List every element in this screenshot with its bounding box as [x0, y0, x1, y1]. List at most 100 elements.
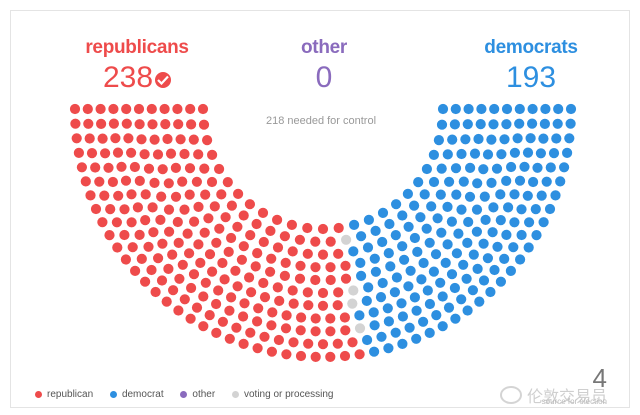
seat-republican — [199, 163, 210, 174]
seat-republican — [302, 222, 313, 234]
seat-democrat — [487, 227, 498, 238]
seat-democrat — [474, 296, 485, 307]
seat-democrat — [495, 276, 506, 287]
seat-republican — [207, 149, 218, 160]
seat-republican — [136, 253, 147, 264]
seat-democrat — [403, 281, 414, 292]
seat-republican — [186, 282, 197, 294]
seat-democrat — [482, 253, 493, 264]
seat-democrat — [433, 135, 444, 146]
seat-democrat — [527, 118, 538, 129]
seat-democrat — [523, 242, 534, 253]
seat-democrat — [532, 162, 543, 173]
seat-republican — [130, 265, 141, 276]
legend-item-republican: republican — [35, 389, 93, 400]
seat-democrat — [548, 148, 560, 159]
seat-republican — [303, 338, 314, 349]
republican-dot-icon — [35, 391, 42, 398]
legend-label-democrat: democrat — [121, 389, 164, 400]
seat-republican — [185, 313, 196, 324]
seat-democrat — [409, 292, 420, 303]
democrat-dot-icon — [109, 391, 117, 398]
seat-democrat — [405, 265, 416, 276]
seat-democrat — [412, 246, 423, 257]
seat-republican — [82, 103, 93, 115]
republicans-count-row: 238 — [67, 61, 207, 95]
other-count: 0 — [315, 61, 333, 94]
seat-democrat — [538, 217, 549, 228]
seat-democrat — [356, 231, 367, 242]
seat-republican — [143, 163, 155, 174]
majority-note: 218 needed for control — [265, 115, 377, 127]
seat-republican — [347, 337, 358, 348]
seat-republican — [295, 350, 307, 362]
seat-republican — [217, 257, 228, 269]
seat-republican — [339, 312, 350, 323]
seat-democrat — [495, 215, 506, 226]
seat-republican — [239, 298, 250, 309]
seat-democrat — [462, 305, 473, 316]
seat-republican — [71, 133, 82, 144]
seat-republican — [149, 134, 160, 145]
seat-republican — [244, 272, 255, 283]
watermark-text: 伦敦交易员 — [526, 389, 607, 406]
seat-democrat — [418, 316, 429, 327]
seat-republican — [250, 261, 261, 272]
seat-democrat — [384, 218, 395, 230]
seat-republican — [189, 216, 200, 227]
seat-republican — [197, 103, 209, 115]
seat-democrat — [516, 229, 527, 241]
seat-democrat — [505, 265, 516, 276]
seat-republican — [70, 118, 81, 129]
legend-item-other: other — [180, 389, 215, 400]
seat-republican — [111, 217, 122, 228]
seat-republican — [188, 134, 199, 145]
seat-republican — [105, 204, 116, 215]
legend-item-democrat: democrat — [109, 389, 164, 400]
seat-democrat — [440, 257, 451, 268]
seat-republican — [223, 246, 234, 257]
seat-democrat — [390, 327, 401, 338]
seat-democrat — [411, 333, 422, 344]
seat-republican — [107, 176, 118, 188]
democrats-count: 193 — [505, 61, 557, 94]
seat-republican — [191, 302, 203, 313]
seat-democrat — [464, 191, 476, 202]
seat-republican — [217, 316, 228, 327]
other-summary: other 0 — [279, 37, 369, 95]
seat-democrat — [519, 161, 530, 172]
seat-republican — [159, 103, 170, 115]
seat-republican — [287, 246, 298, 257]
seat-republican — [170, 162, 181, 173]
legend-label-other: other — [192, 389, 216, 400]
seat-republican — [191, 176, 202, 187]
seat-republican — [279, 231, 290, 242]
seat-republican — [140, 276, 151, 287]
seat-republican — [113, 190, 124, 201]
seat-republican — [167, 249, 178, 260]
seat-republican — [127, 242, 138, 253]
seat-republican — [134, 229, 145, 240]
seat-republican — [173, 119, 184, 130]
seat-republican — [156, 191, 167, 202]
seat-republican — [80, 176, 91, 187]
seat-democrat — [522, 147, 534, 158]
seat-republican — [226, 292, 237, 303]
seat-democrat — [458, 259, 469, 270]
seat-republican — [164, 226, 175, 237]
seat-democrat — [446, 269, 458, 280]
seat-republican — [179, 294, 190, 305]
seat-republican — [206, 176, 218, 188]
seat-republican — [157, 164, 168, 175]
seat-republican — [303, 300, 314, 311]
seat-republican — [134, 175, 145, 186]
seat-republican — [340, 260, 351, 271]
seat-republican — [146, 103, 157, 115]
seat-republican — [226, 200, 237, 211]
seat-democrat — [437, 321, 448, 332]
seat-republican — [90, 203, 102, 215]
seat-republican — [310, 262, 321, 273]
seat-democrat — [524, 217, 535, 228]
seat-republican — [134, 119, 145, 130]
seat-democrat — [499, 134, 510, 145]
